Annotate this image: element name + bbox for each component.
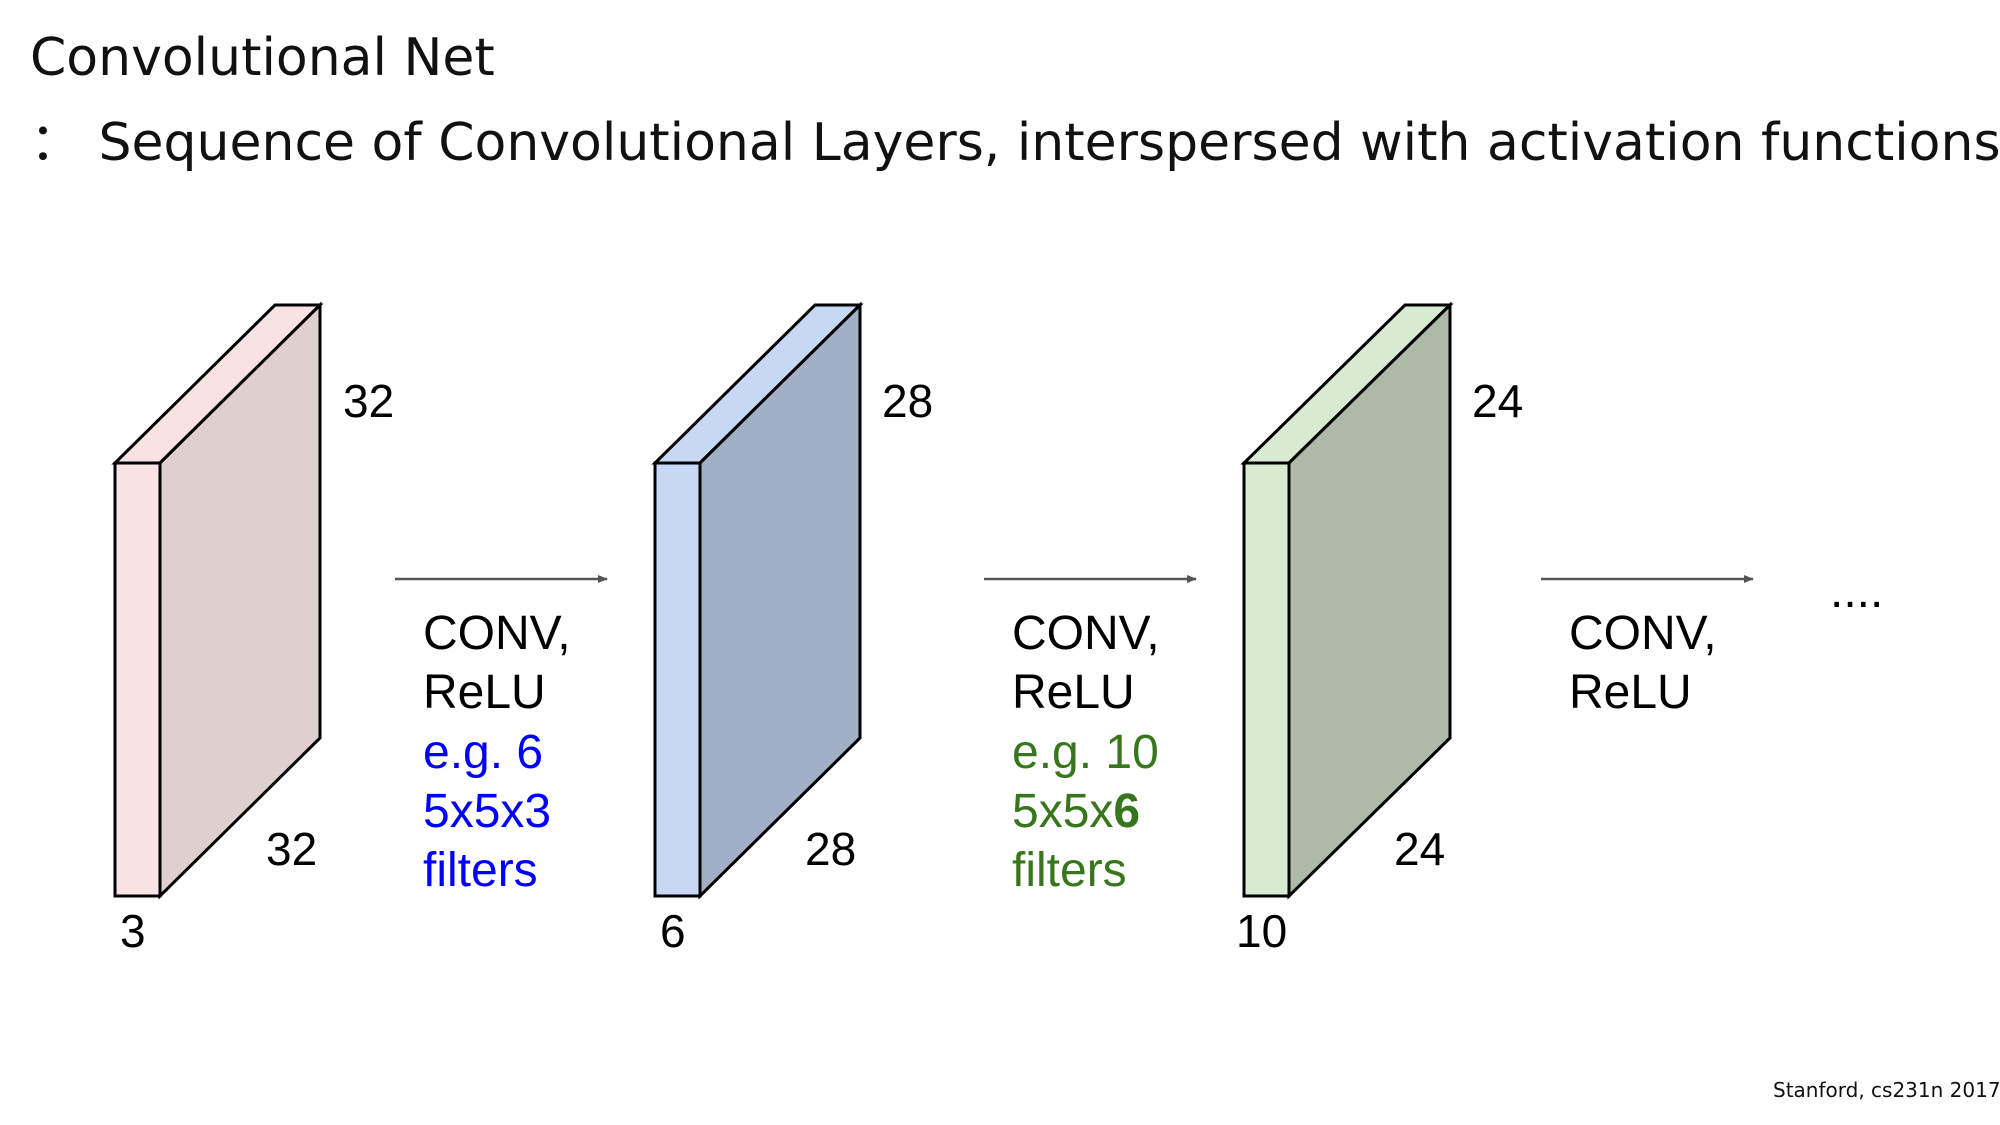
volume-1-width-label: 32 [266, 823, 317, 875]
operation-1-example: e.g. 6 [423, 726, 543, 779]
slide-subtitle: ： Sequence of Convolutional Layers, inte… [30, 113, 2000, 173]
operation-1-line2: ReLU [423, 666, 546, 719]
volume-3-height-label: 24 [1472, 375, 1523, 427]
operation-2: CONV, ReLU e.g. 10 5x5x6 filters [1012, 607, 1160, 897]
operation-2-line1: CONV, [1012, 607, 1160, 660]
slide-title: Convolutional Net [30, 28, 495, 88]
volume-3-width-label: 24 [1394, 823, 1445, 875]
operation-1-filter-depth: 3 [524, 785, 551, 838]
operation-1-filter-size: 5x5x3 [423, 785, 551, 838]
operation-2-filter-prefix: 5x5x [1012, 785, 1113, 838]
operation-3-line2: ReLU [1569, 666, 1692, 719]
operation-1-line1: CONV, [423, 607, 571, 660]
volume-1-depth-label: 3 [120, 905, 146, 957]
volume-2-depth-label: 6 [660, 905, 686, 957]
operation-3-line1: CONV, [1569, 607, 1717, 660]
operation-3: CONV, ReLU [1569, 607, 1717, 719]
volume-3: 24 24 10 [1236, 301, 1523, 957]
operation-1-filter-prefix: 5x5x [423, 785, 524, 838]
operation-1: CONV, ReLU e.g. 6 5x5x3 filters [423, 607, 571, 897]
volume-2-height-label: 28 [882, 375, 933, 427]
volume-1: 32 32 3 [111, 301, 394, 957]
volume-1-height-label: 32 [343, 375, 394, 427]
operation-2-filter-size: 5x5x6 [1012, 785, 1140, 838]
volume-2-front-face [653, 461, 702, 898]
volume-1-front-face [113, 461, 162, 898]
operation-2-example: e.g. 10 [1012, 726, 1159, 779]
volume-2: 28 28 6 [651, 301, 933, 957]
source-credit: Stanford, cs231n 2017 [1773, 1078, 2000, 1102]
operation-2-filters-word: filters [1012, 844, 1127, 897]
ellipsis: .... [1830, 565, 1883, 618]
volume-2-width-label: 28 [805, 823, 856, 875]
volume-3-front-face [1242, 461, 1291, 898]
operation-2-line2: ReLU [1012, 666, 1135, 719]
operation-1-filters-word: filters [423, 844, 538, 897]
operation-2-filter-depth: 6 [1113, 785, 1140, 838]
volume-3-depth-label: 10 [1236, 905, 1287, 957]
